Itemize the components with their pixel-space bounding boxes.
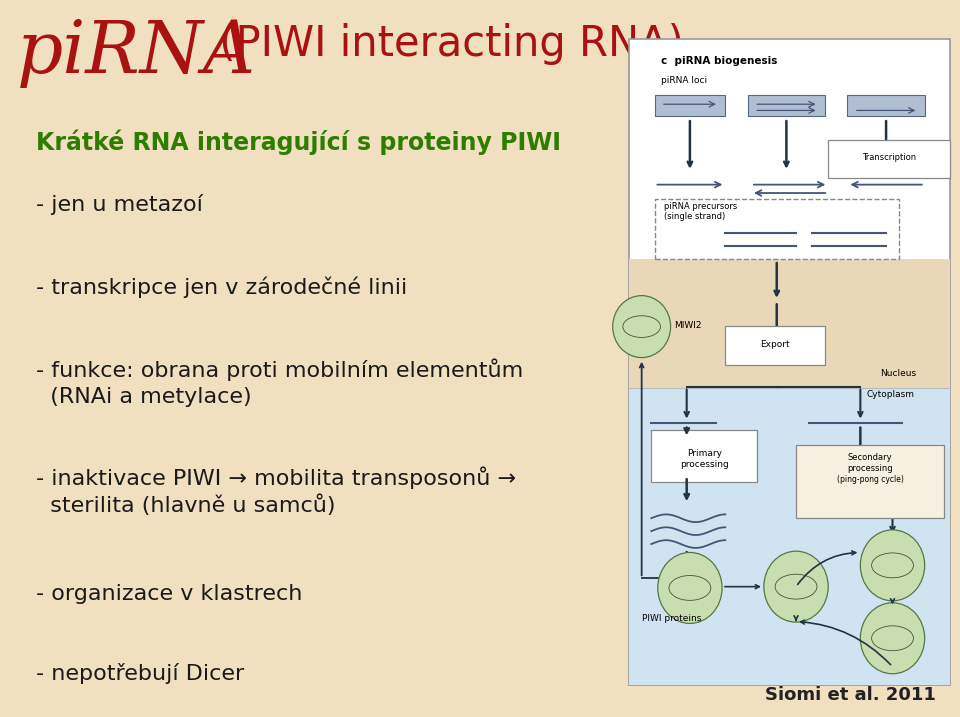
Text: processing: processing [680, 460, 729, 469]
Bar [629, 388, 950, 685]
Text: (single strand): (single strand) [664, 212, 726, 222]
Text: Siomi et al. 2011: Siomi et al. 2011 [765, 686, 936, 704]
Ellipse shape [764, 551, 828, 622]
Bar [655, 95, 726, 115]
Bar [629, 39, 950, 685]
Text: - funkce: obrana proti mobilním elementům
  (RNAi a metylace): - funkce: obrana proti mobilním elementů… [36, 358, 524, 407]
FancyBboxPatch shape [828, 140, 950, 178]
Text: (ping-pong cycle): (ping-pong cycle) [836, 475, 903, 484]
Ellipse shape [658, 552, 722, 623]
Text: processing: processing [847, 464, 893, 473]
Text: - inaktivace PIWI → mobilita transposonů →
  sterilita (hlavně u samců): - inaktivace PIWI → mobilita transposonů… [36, 466, 516, 516]
Bar [655, 199, 899, 259]
Ellipse shape [860, 603, 924, 674]
Text: Primary: Primary [686, 450, 722, 458]
Ellipse shape [612, 295, 671, 358]
Bar [848, 95, 924, 115]
Text: - nepotřebují Dicer: - nepotřebují Dicer [36, 663, 245, 684]
FancyBboxPatch shape [651, 430, 757, 483]
Text: piRNA loci: piRNA loci [660, 75, 708, 85]
Text: Krátké RNA interagující s proteiny PIWI: Krátké RNA interagující s proteiny PIWI [36, 129, 562, 155]
Text: Nucleus: Nucleus [879, 369, 916, 379]
Text: MIWI2: MIWI2 [674, 321, 702, 331]
Text: piRNA precursors: piRNA precursors [664, 202, 737, 211]
Bar [629, 259, 950, 388]
Text: - transkripce jen v zárodečné linii: - transkripce jen v zárodečné linii [36, 276, 408, 298]
Ellipse shape [860, 530, 924, 601]
Text: - jen u metazoí: - jen u metazoí [36, 194, 204, 214]
FancyBboxPatch shape [796, 445, 944, 518]
Text: Cytoplasm: Cytoplasm [867, 390, 915, 399]
Text: c  piRNA biogenesis: c piRNA biogenesis [660, 56, 778, 65]
Text: (PIWI interacting RNA): (PIWI interacting RNA) [206, 23, 684, 65]
Text: - organizace v klastrech: - organizace v klastrech [36, 584, 302, 604]
FancyBboxPatch shape [726, 326, 825, 365]
Bar [748, 95, 825, 115]
Text: Transcription: Transcription [862, 153, 917, 162]
Text: Export: Export [760, 340, 790, 349]
Text: Secondary: Secondary [848, 453, 892, 462]
Text: PIWI proteins: PIWI proteins [641, 614, 701, 623]
Text: piRNA: piRNA [17, 18, 256, 88]
